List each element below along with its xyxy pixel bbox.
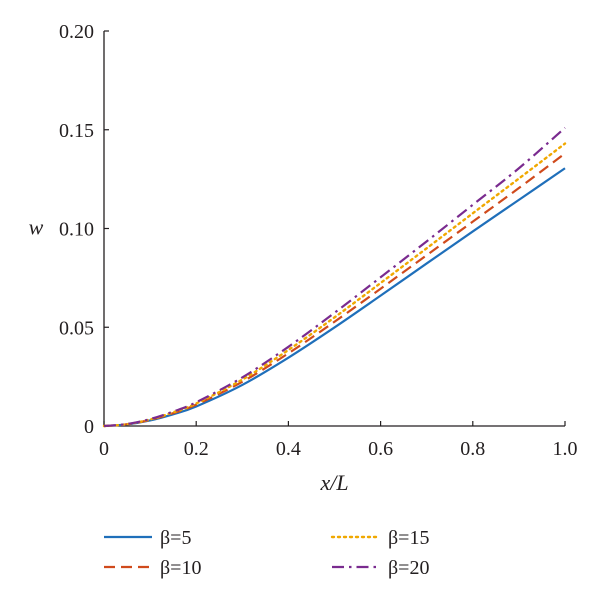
x-tick-label: 0.8 — [460, 438, 485, 460]
series-line-4 — [103, 126, 566, 428]
series-line-2 — [103, 152, 566, 428]
x-tick-label: 1.0 — [553, 438, 578, 460]
y-axis-label: w — [29, 215, 44, 240]
series-line-1 — [103, 167, 566, 428]
axes: 0 0.05 0.10 0.15 0.20 0 0.2 0.4 0.6 0.8 1.0 x/L w — [29, 21, 578, 495]
legend-item-1: β=5 — [104, 527, 191, 549]
legend-item-4: β=20 — [332, 557, 429, 579]
y-tick-label: 0 — [84, 416, 94, 438]
x-axis-label: x/L — [319, 470, 348, 495]
y-tick-label: 0.05 — [59, 317, 94, 339]
legend-label: β=15 — [388, 527, 429, 549]
x-tick-label: 0 — [99, 438, 109, 460]
legend-item-3: β=15 — [330, 527, 429, 549]
series-line-3 — [102, 142, 567, 428]
x-tick-label: 0.2 — [184, 438, 209, 460]
legend-item-2: β=10 — [104, 557, 201, 579]
legend: β=5 β=10 β=15 β=20 — [104, 527, 429, 579]
series-layer — [102, 126, 567, 428]
legend-label: β=5 — [160, 527, 191, 549]
x-tick-label: 0.6 — [368, 438, 393, 460]
y-tick-label: 0.15 — [59, 120, 94, 142]
legend-label: β=10 — [160, 557, 201, 579]
y-tick-label: 0.20 — [59, 21, 94, 43]
legend-label: β=20 — [388, 557, 429, 579]
x-tick-label: 0.4 — [276, 438, 301, 460]
y-tick-label: 0.10 — [59, 219, 94, 241]
